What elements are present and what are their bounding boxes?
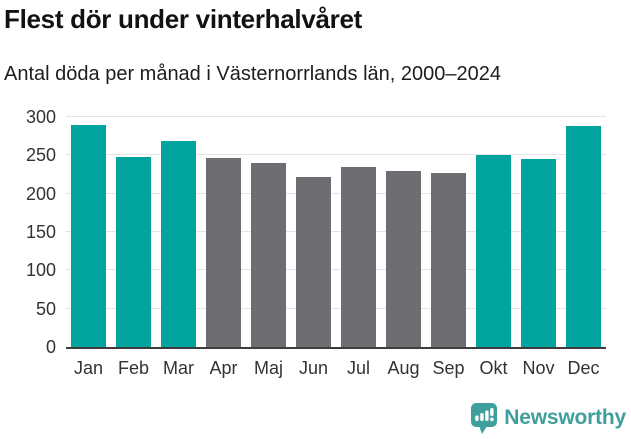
x-tick-label-sep: Sep xyxy=(432,358,465,378)
x-tick-label-mar: Mar xyxy=(163,358,194,378)
bar-maj xyxy=(251,163,286,347)
brand-footer: Newsworthy xyxy=(471,401,626,435)
y-tick-label-0: 0 xyxy=(45,337,56,357)
chart-subtitle: Antal döda per månad i Västernorrlands l… xyxy=(4,63,502,85)
y-tick-label-100: 100 xyxy=(25,260,56,281)
gridline-200 xyxy=(66,192,606,194)
bar-okt xyxy=(476,155,511,347)
gridline-50 xyxy=(66,307,606,309)
bar-chart: 0 50 100 150 200 250 300 Jan Feb Mar Apr Maj Jun Jul… xyxy=(0,107,631,395)
x-tick-label-jun: Jun xyxy=(298,358,329,378)
x-tick-label-feb: Feb xyxy=(117,358,150,378)
x-tick-label-okt: Okt xyxy=(479,358,508,378)
bar-aug xyxy=(386,170,421,347)
y-tick-label-200: 200 xyxy=(25,183,56,204)
gridline-250 xyxy=(66,154,606,156)
bar-feb xyxy=(116,156,151,347)
bar-nov xyxy=(521,159,556,347)
x-tick-label-dec: Dec xyxy=(567,358,600,378)
x-axis-line xyxy=(66,347,606,349)
x-tick-label-apr: Apr xyxy=(209,358,238,378)
x-axis-labels: Jan Feb Mar Apr Maj Jun Jul Aug Sep Okt Nov Dec xyxy=(66,358,606,379)
bars xyxy=(66,117,606,347)
y-tick-label-300: 300 xyxy=(25,107,56,127)
y-tick-label-250: 250 xyxy=(25,145,56,166)
x-tick-label-jan: Jan xyxy=(73,358,104,378)
plot-area xyxy=(66,116,606,349)
y-tick-label-150: 150 xyxy=(25,222,56,242)
bar-dec xyxy=(566,126,601,347)
y-tick-label-50: 50 xyxy=(35,298,56,319)
newsworthy-logo-icon xyxy=(471,402,498,434)
x-tick-label-jul: Jul xyxy=(346,358,370,378)
bar-apr xyxy=(206,158,241,347)
bar-jun xyxy=(296,176,331,347)
bar-mar xyxy=(161,140,196,347)
gridline-100 xyxy=(66,269,606,271)
chart-title: Flest dör under vinterhalvåret xyxy=(4,4,362,34)
bar-jan xyxy=(71,125,106,347)
y-axis-labels: 0 50 100 150 200 250 300 xyxy=(0,107,56,395)
gridline-150 xyxy=(66,231,606,232)
x-tick-label-nov: Nov xyxy=(522,358,555,378)
bar-jul xyxy=(341,166,376,347)
x-tick-label-maj: Maj xyxy=(253,358,283,378)
brand-name: Newsworthy xyxy=(504,406,626,429)
bar-sep xyxy=(431,172,466,347)
x-tick-label-aug: Aug xyxy=(387,358,420,378)
gridline-300 xyxy=(66,116,606,117)
